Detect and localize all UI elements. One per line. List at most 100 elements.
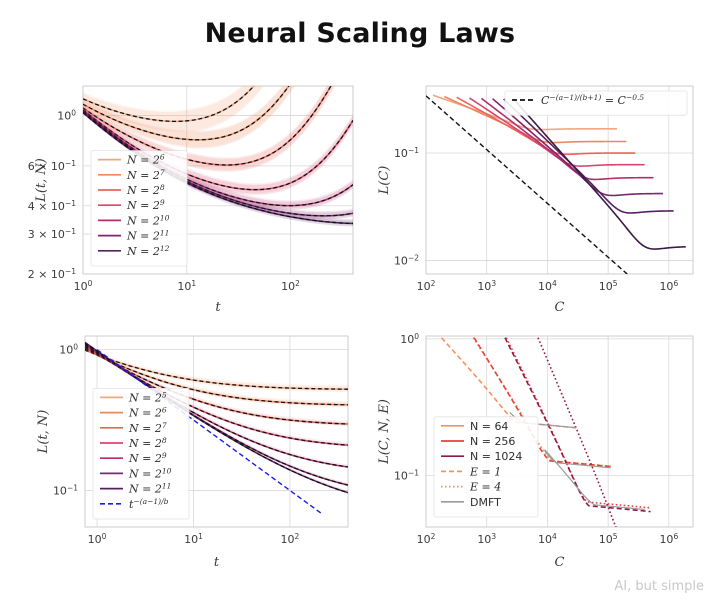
svg-text:102: 102 [417,279,436,293]
reference-power-law [426,95,629,274]
confidence-band [83,86,335,172]
legend-label: N = 256 [470,435,515,448]
y-axis-label: L(C, N, E) [377,399,392,465]
svg-text:101: 101 [177,279,196,293]
confidence-band [83,86,295,149]
svg-text:102: 102 [417,532,436,546]
svg-text:E = 4: E = 4 [469,481,501,494]
confidence-band [85,348,348,408]
svg-text:106: 106 [659,279,678,293]
confidence-band-outer [83,105,353,194]
legend-label: N = 210 [128,466,172,480]
theory-dashed-line [85,344,348,468]
x-axis-label: C [555,300,565,315]
theory-dashed-line [85,349,348,390]
series-line [492,98,663,197]
svg-text:C−(a−1)/(b+1) = C−0.5: C−(a−1)/(b+1) = C−0.5 [541,93,644,107]
theory-dashed-line [85,345,348,446]
legend-label: N = 28 [126,183,165,197]
svg-text:100: 100 [88,532,107,546]
svg-text:100: 100 [74,279,93,293]
svg-text:103: 103 [477,532,496,546]
theory-dashed-line [83,110,353,207]
y-axis-label: L(C) [377,166,392,196]
theory-dashed-line [83,109,353,191]
svg-text:102: 102 [281,279,300,293]
axis-ticks: 100 101 102 100 10−1 [53,343,300,546]
x-axis-label: t [215,300,221,315]
x-axis-label: t [214,555,220,570]
series-line [503,98,674,214]
panel-bottom-right: 102 103 104 105 106 100 10−1 C L(C, N, E) N = 64 N… [366,326,714,571]
data-layer [426,94,686,274]
axis-ticks: 102 103 104 105 106 10−1 10−2 [394,146,679,293]
legend-label: N = 210 [126,213,170,227]
reference-power-law [96,349,324,516]
theory-dashed-line [85,347,348,425]
theory-dashed-line [83,86,290,141]
legend-box [504,90,688,116]
legend-label: N = 26 [128,406,167,420]
legend-box [433,416,539,518]
svg-text:2 × 10−1: 2 × 10−1 [28,267,77,281]
data-layer [83,86,353,227]
axis-ticks: 102 103 104 105 106 100 10−1 [394,332,679,546]
legend-label: N = 29 [126,198,165,212]
plot-frame [82,85,354,275]
series-line [544,449,645,511]
svg-text:100: 100 [57,109,76,123]
confidence-band [83,86,265,133]
panel-top-right: 102 103 104 105 106 10−1 10−2 C L(C) C−(a−1)/(b+1… [366,76,714,316]
legend: N = 25 N = 26N = 27N = 28N = 29N = 210 N =… [92,388,190,520]
svg-text:E = 1: E = 1 [469,465,501,478]
y-axis-label: L(t, N) [34,158,49,203]
legend-label: N = 27 [126,168,165,182]
svg-text:6 × 10−1: 6 × 10−1 [28,159,77,173]
svg-text:10−1: 10−1 [394,146,419,160]
confidence-band-outer [83,86,263,131]
x-axis-label: C [555,555,565,570]
page-title: Neural Scaling Laws [204,18,516,49]
data-layer [440,337,652,527]
legend-label: N = 211 [126,229,169,243]
chart-top-right: 102 103 104 105 106 10−1 10−2 C L(C) C−(a−1)/(b+1… [377,85,694,315]
panel-top-left: 100 101 102 100 6 × 10−1 4 × 10−1 3 × 10−1 2 × … [20,76,360,316]
confidence-band-outer [83,86,334,171]
svg-text:3 × 10−1: 3 × 10−1 [28,227,77,241]
data-layer [85,340,348,516]
axis-ticks: 100 101 102 100 6 × 10−1 4 × 10−1 3 × 10−1 2 × … [28,109,300,293]
legend-label: N = 211 [128,482,171,496]
theory-dashed-line [83,112,353,225]
theory-dashed-line [85,342,348,494]
svg-text:10−2: 10−2 [394,254,419,268]
legend-label: N = 64 [470,420,508,433]
confidence-band-outer [83,86,294,148]
series-line [440,337,579,429]
series-line [504,337,651,513]
panel-bottom-left: 100 101 102 100 10−1 t L(t, N) N = 25 N = 26 N = … [20,326,360,571]
svg-text:100: 100 [400,332,419,346]
plot-frame [425,85,694,275]
svg-text:105: 105 [599,532,618,546]
svg-text:10−1: 10−1 [394,469,419,483]
svg-text:4 × 10−1: 4 × 10−1 [28,199,77,213]
legend: N = 26N = 27N = 28N = 29N = 210 N = 211N … [90,150,188,267]
confidence-band-outer [85,347,348,391]
theory-dashed-line [85,348,348,406]
series-line [513,98,686,250]
plot-frame [425,335,694,528]
footer-watermark: AI, but simple [614,579,704,594]
legend-label: N = 28 [128,436,167,450]
svg-text:100: 100 [59,343,78,357]
legend: N = 64 N = 256 N = 1024 E = 1 E = 4 DMFT [433,416,539,518]
y-axis-label: L(t, N) [36,410,51,455]
svg-text:105: 105 [599,279,618,293]
legend-label: N = 29 [128,451,167,465]
legend-label: N = 27 [128,421,167,435]
theory-dashed-line [83,111,353,217]
series-line [480,97,654,181]
svg-text:103: 103 [477,279,496,293]
svg-text:102: 102 [281,532,300,546]
